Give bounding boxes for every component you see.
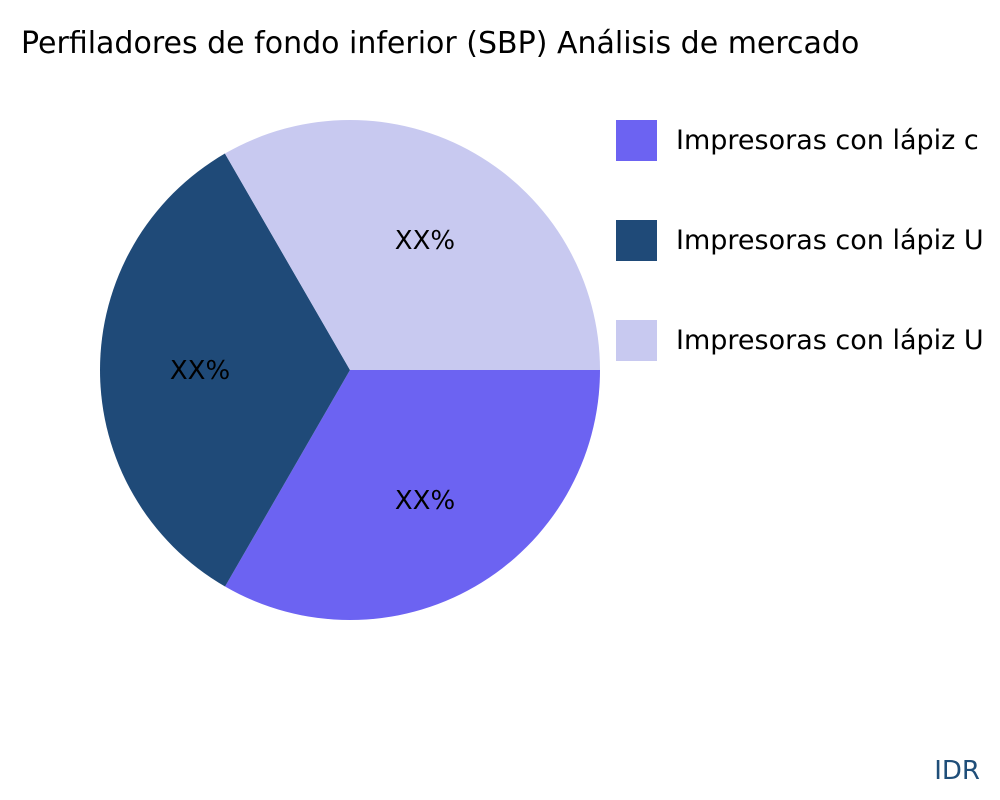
pie-slice — [224, 119, 601, 371]
legend-swatch — [616, 319, 657, 361]
legend-swatch — [616, 119, 657, 161]
legend-item: Impresoras con lápiz U — [616, 319, 984, 361]
pie-slice — [100, 153, 350, 587]
pie-slice — [225, 370, 600, 621]
legend-label: Impresoras con lápiz U — [676, 224, 984, 256]
legend-item: Impresoras con lápiz c — [616, 119, 979, 161]
brand-logo: IDR — [934, 756, 980, 786]
legend-label: Impresoras con lápiz c — [676, 124, 979, 156]
slice-data-label: XX% — [395, 486, 455, 516]
chart-title: Perfiladores de fondo inferior (SBP) Aná… — [21, 26, 860, 61]
legend-item: Impresoras con lápiz U — [616, 219, 984, 261]
slice-data-label: XX% — [395, 226, 455, 256]
slice-data-label: XX% — [170, 356, 230, 386]
legend-label: Impresoras con lápiz U — [676, 324, 984, 356]
legend-swatch — [616, 219, 657, 261]
